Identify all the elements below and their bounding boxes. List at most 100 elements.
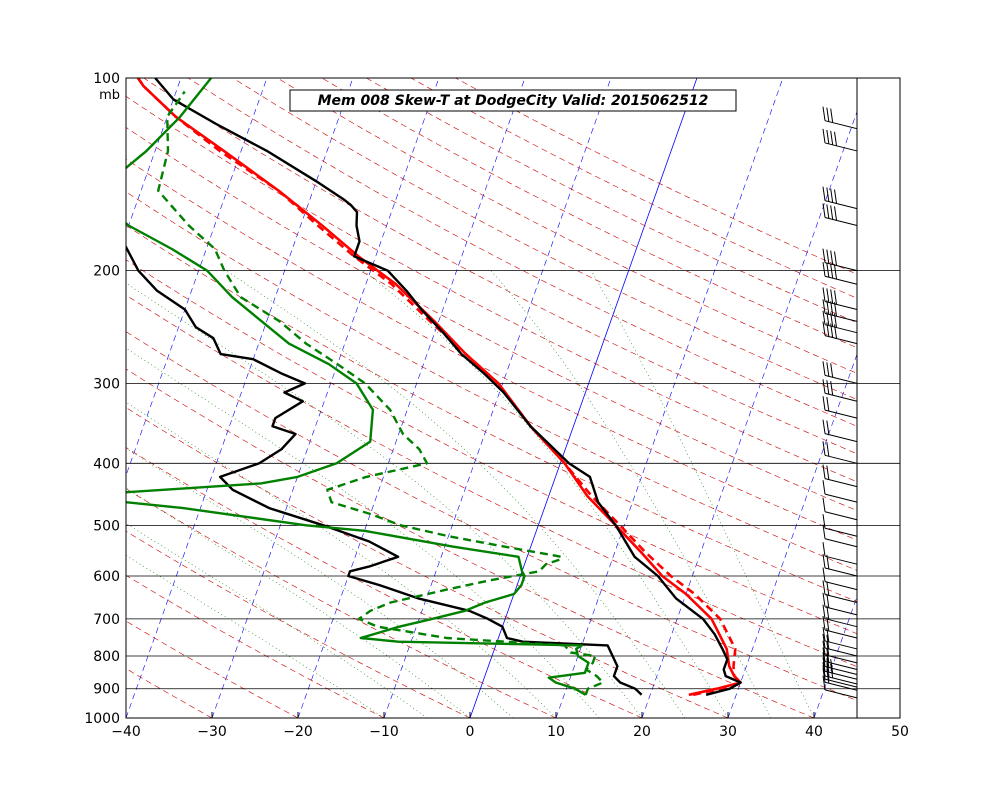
moist-adiabat <box>126 282 643 718</box>
barb-shaft <box>824 555 858 565</box>
x-tick-label: 10 <box>547 724 565 740</box>
isotherm <box>126 78 182 234</box>
barb-flag <box>822 480 826 495</box>
wind-barb <box>822 262 858 285</box>
barb-flag <box>822 647 826 662</box>
barb-flag <box>822 580 826 595</box>
wind-barb <box>822 248 858 272</box>
barb-shaft <box>824 665 858 675</box>
wind-barb <box>822 203 858 226</box>
barb-shaft <box>824 629 858 639</box>
barb-shaft <box>824 581 858 591</box>
dry-adiabat <box>126 668 213 718</box>
wind-barb <box>822 361 858 384</box>
plot-background <box>126 78 900 718</box>
dry-adiabat <box>126 488 557 718</box>
pressure-tick-label: 100 <box>93 71 120 87</box>
barb-flag <box>834 265 838 280</box>
x-tick-label: 20 <box>633 724 651 740</box>
barb-flag <box>822 396 826 411</box>
barb-flag <box>822 661 826 677</box>
plot-frame <box>125 77 901 719</box>
barb-flag <box>826 263 830 278</box>
barb-shaft <box>824 433 858 443</box>
barb-flag <box>834 131 838 146</box>
barb-shaft <box>824 200 858 210</box>
barb-flag <box>826 300 830 315</box>
pressure-tick-label: 500 <box>93 518 120 534</box>
wind-barb <box>822 186 858 210</box>
wind-barb <box>822 396 858 419</box>
wind-barb <box>822 514 858 537</box>
dry-adiabat <box>126 530 471 718</box>
barb-flag <box>826 187 830 202</box>
dry-adiabat <box>126 259 857 635</box>
wind-barb <box>822 661 858 685</box>
series-line-black-solid <box>154 78 742 696</box>
isotherm <box>641 110 857 718</box>
barb-flag <box>822 497 826 512</box>
barb-flag <box>830 264 834 279</box>
barb-flag <box>822 675 826 690</box>
barb-flag <box>834 189 838 204</box>
title-frame <box>289 89 737 112</box>
barb-shaft <box>824 454 858 464</box>
wind-barb <box>822 580 858 603</box>
wind-barb <box>822 106 858 130</box>
barb-shaft <box>824 312 858 322</box>
dry-adiabat <box>321 78 857 349</box>
wind-barb <box>822 524 858 548</box>
barb-shaft <box>824 661 858 671</box>
wind-barb <box>822 567 858 591</box>
barb-flag <box>830 659 834 674</box>
barb-flag <box>826 465 830 480</box>
pressure-tick-label: 700 <box>93 612 120 628</box>
isotherm <box>126 78 268 477</box>
x-tick-label: −40 <box>111 724 141 740</box>
dry-adiabat <box>126 368 815 718</box>
moist-adiabat <box>126 554 385 718</box>
pressure-axis-ticks: 100 200 300 400 500 600 700 800 900 1000 <box>84 71 120 727</box>
barb-flag <box>822 652 826 667</box>
barb-flag <box>822 626 826 642</box>
barb-flag <box>822 633 826 649</box>
barb-flag <box>834 290 838 305</box>
barb-flag <box>826 107 830 122</box>
wind-barb <box>822 419 858 443</box>
wind-barb <box>822 553 858 577</box>
isotherm <box>469 78 698 718</box>
barb-shaft <box>824 654 858 664</box>
barb-flag <box>822 567 826 582</box>
barb-flag <box>826 397 830 412</box>
barb-flag <box>830 301 834 316</box>
barb-shaft <box>824 217 858 226</box>
barb-shaft <box>824 511 858 521</box>
isotherm <box>0 78 9 718</box>
barb-shaft <box>824 606 858 616</box>
barb-shaft <box>824 567 858 577</box>
barb-flag <box>822 287 826 302</box>
isotherm <box>900 78 1000 718</box>
barb-shaft <box>824 324 858 334</box>
x-tick-label: −30 <box>197 724 227 740</box>
profile-lines <box>126 78 742 697</box>
barb-flag <box>822 310 826 325</box>
barb-shaft <box>824 675 858 685</box>
wind-barb <box>822 480 858 503</box>
barb-shaft <box>824 120 858 130</box>
barb-shaft <box>824 678 858 688</box>
barb-flag <box>826 662 830 678</box>
barb-flag <box>826 129 830 144</box>
wind-barb <box>822 657 858 680</box>
dry-adiabat <box>126 331 857 701</box>
barb-flag <box>822 524 826 539</box>
x-tick-label: 30 <box>719 724 737 740</box>
dry-adiabat <box>143 78 857 455</box>
isotherm <box>126 78 354 718</box>
pressure-tick-label: 300 <box>93 376 120 392</box>
barb-flag <box>834 251 838 266</box>
pressure-tick-label: 900 <box>93 682 120 698</box>
barb-flag <box>830 363 834 378</box>
wind-barb <box>822 592 858 616</box>
barb-flag <box>822 604 826 619</box>
